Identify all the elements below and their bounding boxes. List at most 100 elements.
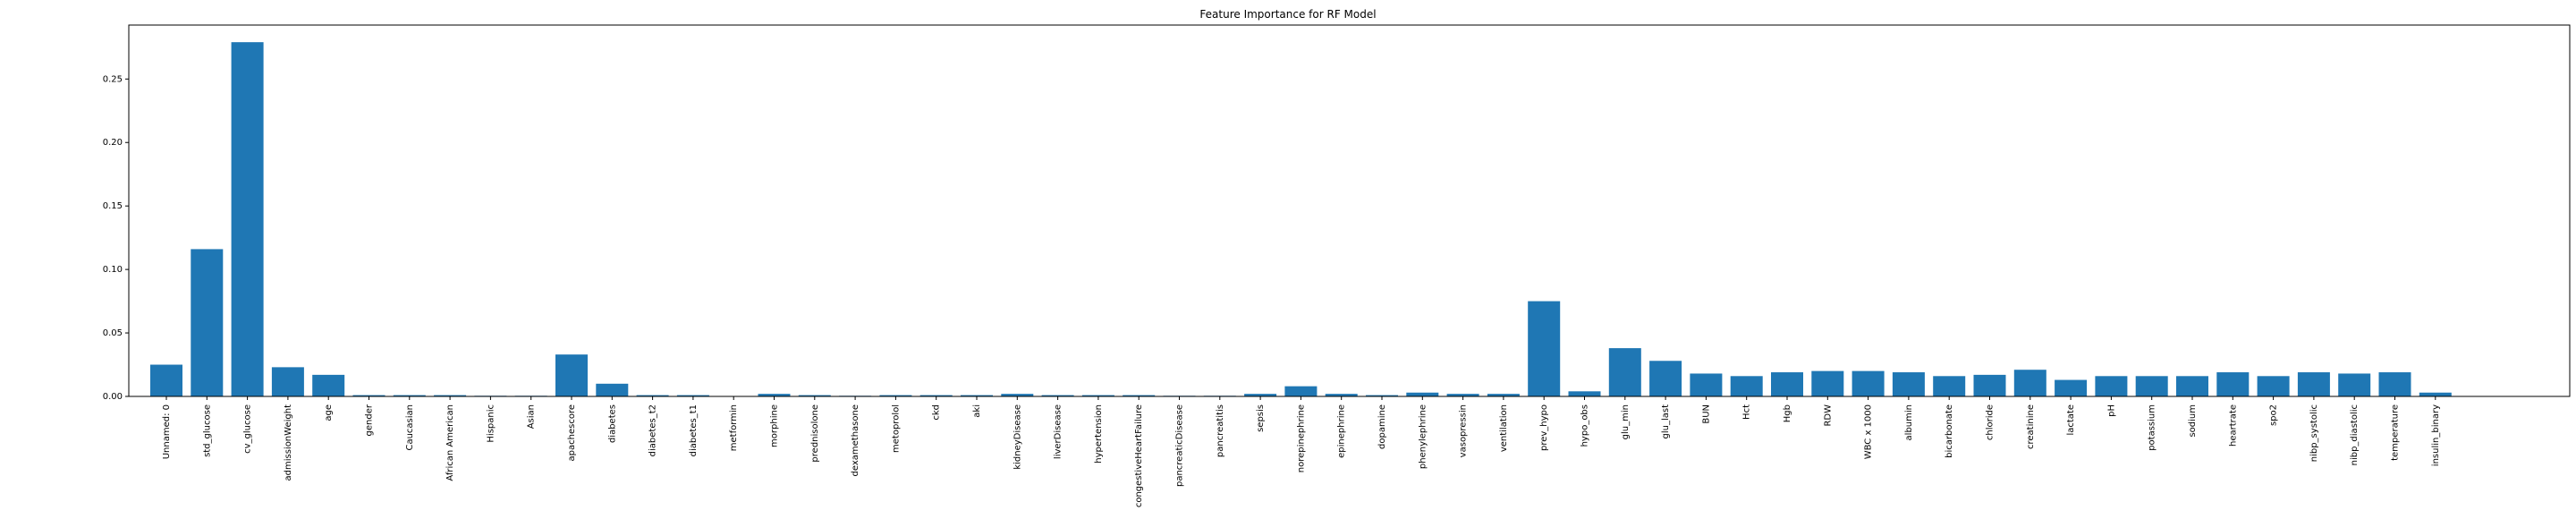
bar-38 (1690, 373, 1722, 396)
x-tick-label-24: congestiveHeartFailure (1134, 404, 1144, 507)
plot-frame (129, 25, 2570, 396)
bar-52 (2258, 376, 2290, 396)
x-tick-label-33: ventilation (1499, 404, 1509, 452)
x-tick-label-52: spo2 (2269, 404, 2279, 426)
bar-2 (232, 42, 264, 396)
x-tick-label-38: BUN (1701, 404, 1711, 424)
bar-4 (312, 375, 344, 396)
x-tick-label-56: insulin_binary (2431, 404, 2441, 466)
bar-45 (1974, 375, 2006, 396)
x-tick-label-18: metoprolol (891, 404, 901, 453)
x-tick-label-22: liverDisease (1054, 404, 1063, 459)
x-tick-label-54: nibp_diastolic (2350, 404, 2360, 465)
bar-46 (2014, 370, 2046, 396)
bar-3 (272, 367, 304, 396)
x-tick-label-7: African American (445, 404, 455, 481)
bar-31 (1406, 393, 1438, 396)
bars-layer (150, 42, 2452, 396)
x-tick-label-34: prev_hypo (1539, 404, 1549, 451)
x-tick-label-48: pH (2106, 404, 2116, 417)
y-tick-label-1: 0.05 (103, 328, 123, 338)
x-tick-label-26: pancreatitis (1216, 404, 1225, 457)
x-tick-label-27: sepsis (1256, 404, 1266, 432)
y-tick-label-5: 0.25 (103, 74, 123, 84)
x-tick-label-14: metformin (729, 404, 739, 451)
y-tick-label-4: 0.20 (103, 138, 123, 148)
bar-55 (2379, 372, 2411, 396)
x-tick-label-32: vasopressin (1459, 404, 1469, 457)
bar-37 (1649, 361, 1682, 396)
bar-10 (555, 354, 588, 396)
x-tick-label-6: Caucasian (405, 404, 415, 451)
x-axis: Unnamed: 0 std_glucose cv_glucose admission… (162, 396, 2441, 507)
x-tick-label-45: chloride (1986, 404, 1996, 440)
bar-53 (2298, 372, 2330, 396)
y-tick-label-0: 0.00 (103, 392, 123, 402)
x-tick-label-46: creatinine (2026, 404, 2036, 449)
x-tick-label-3: admissionWeight (284, 404, 293, 481)
x-tick-label-29: epinephrine (1337, 404, 1347, 458)
x-tick-label-12: diabetes_t2 (648, 404, 658, 456)
x-tick-label-37: glu_last (1661, 404, 1671, 439)
bar-56 (2419, 393, 2452, 396)
x-tick-label-31: phenylephrine (1418, 404, 1428, 469)
x-tick-label-41: RDW (1823, 404, 1833, 427)
x-tick-label-21: kidneyDisease (1013, 404, 1022, 470)
bar-35 (1569, 391, 1601, 396)
x-tick-label-40: Hgb (1783, 404, 1792, 422)
x-tick-label-15: morphine (770, 404, 780, 447)
y-tick-label-3: 0.15 (103, 201, 123, 211)
bar-28 (1284, 387, 1317, 396)
x-tick-label-43: albumin (1904, 404, 1914, 440)
x-tick-label-17: dexamethasone (851, 404, 860, 476)
chart-title: Feature Importance for RF Model (1199, 8, 1376, 21)
bar-48 (2095, 376, 2127, 396)
x-tick-label-50: sodium (2188, 404, 2198, 438)
x-tick-label-2: cv_glucose (243, 404, 253, 454)
bar-50 (2176, 376, 2208, 396)
y-tick-label-2: 0.10 (103, 265, 123, 275)
bar-1 (191, 249, 223, 396)
x-tick-label-16: prednisolone (810, 404, 820, 463)
bar-42 (1852, 371, 1885, 396)
x-tick-label-20: aki (972, 404, 982, 418)
bar-54 (2338, 373, 2370, 396)
bar-36 (1609, 348, 1641, 396)
x-tick-label-9: Asian (527, 404, 537, 429)
x-tick-label-13: diabetes_t1 (689, 404, 699, 456)
x-tick-label-55: temperature (2391, 404, 2401, 461)
x-tick-label-1: std_glucose (202, 404, 212, 457)
x-tick-label-30: dopamine (1377, 404, 1387, 449)
x-tick-label-25: pancreaticDisease (1175, 404, 1185, 487)
x-tick-label-39: Hct (1742, 404, 1752, 420)
y-axis: 0.00 0.05 0.10 0.15 0.20 0.25 (103, 74, 129, 402)
x-tick-label-35: hypo_obs (1580, 404, 1590, 447)
x-tick-label-42: WBC x 1000 (1864, 404, 1874, 459)
x-tick-label-19: ckd (932, 404, 942, 421)
bar-47 (2055, 380, 2087, 396)
bar-44 (1933, 376, 1965, 396)
x-tick-label-36: glu_min (1621, 404, 1631, 439)
x-tick-label-49: potassium (2148, 404, 2157, 451)
bar-34 (1528, 302, 1560, 396)
bar-0 (150, 365, 182, 396)
x-tick-label-28: norepinephrine (1296, 404, 1306, 472)
x-tick-label-51: heartrate (2228, 404, 2238, 447)
x-tick-label-11: diabetes (607, 404, 617, 443)
bar-43 (1893, 372, 1925, 396)
bar-11 (596, 384, 628, 396)
x-tick-label-8: Hispanic (486, 404, 496, 443)
bar-40 (1771, 372, 1803, 396)
x-tick-label-5: gender (365, 404, 375, 436)
x-tick-label-23: hypertension (1094, 404, 1104, 464)
bar-49 (2136, 376, 2168, 396)
x-tick-label-4: age (324, 404, 334, 421)
x-tick-label-10: apachescore (567, 404, 577, 461)
x-tick-label-53: nibp_systolic (2309, 404, 2319, 462)
bar-51 (2216, 372, 2249, 396)
x-tick-label-44: bicarbonate (1945, 404, 1954, 458)
bar-39 (1731, 376, 1763, 396)
x-tick-label-0: Unnamed: 0 (162, 404, 172, 459)
